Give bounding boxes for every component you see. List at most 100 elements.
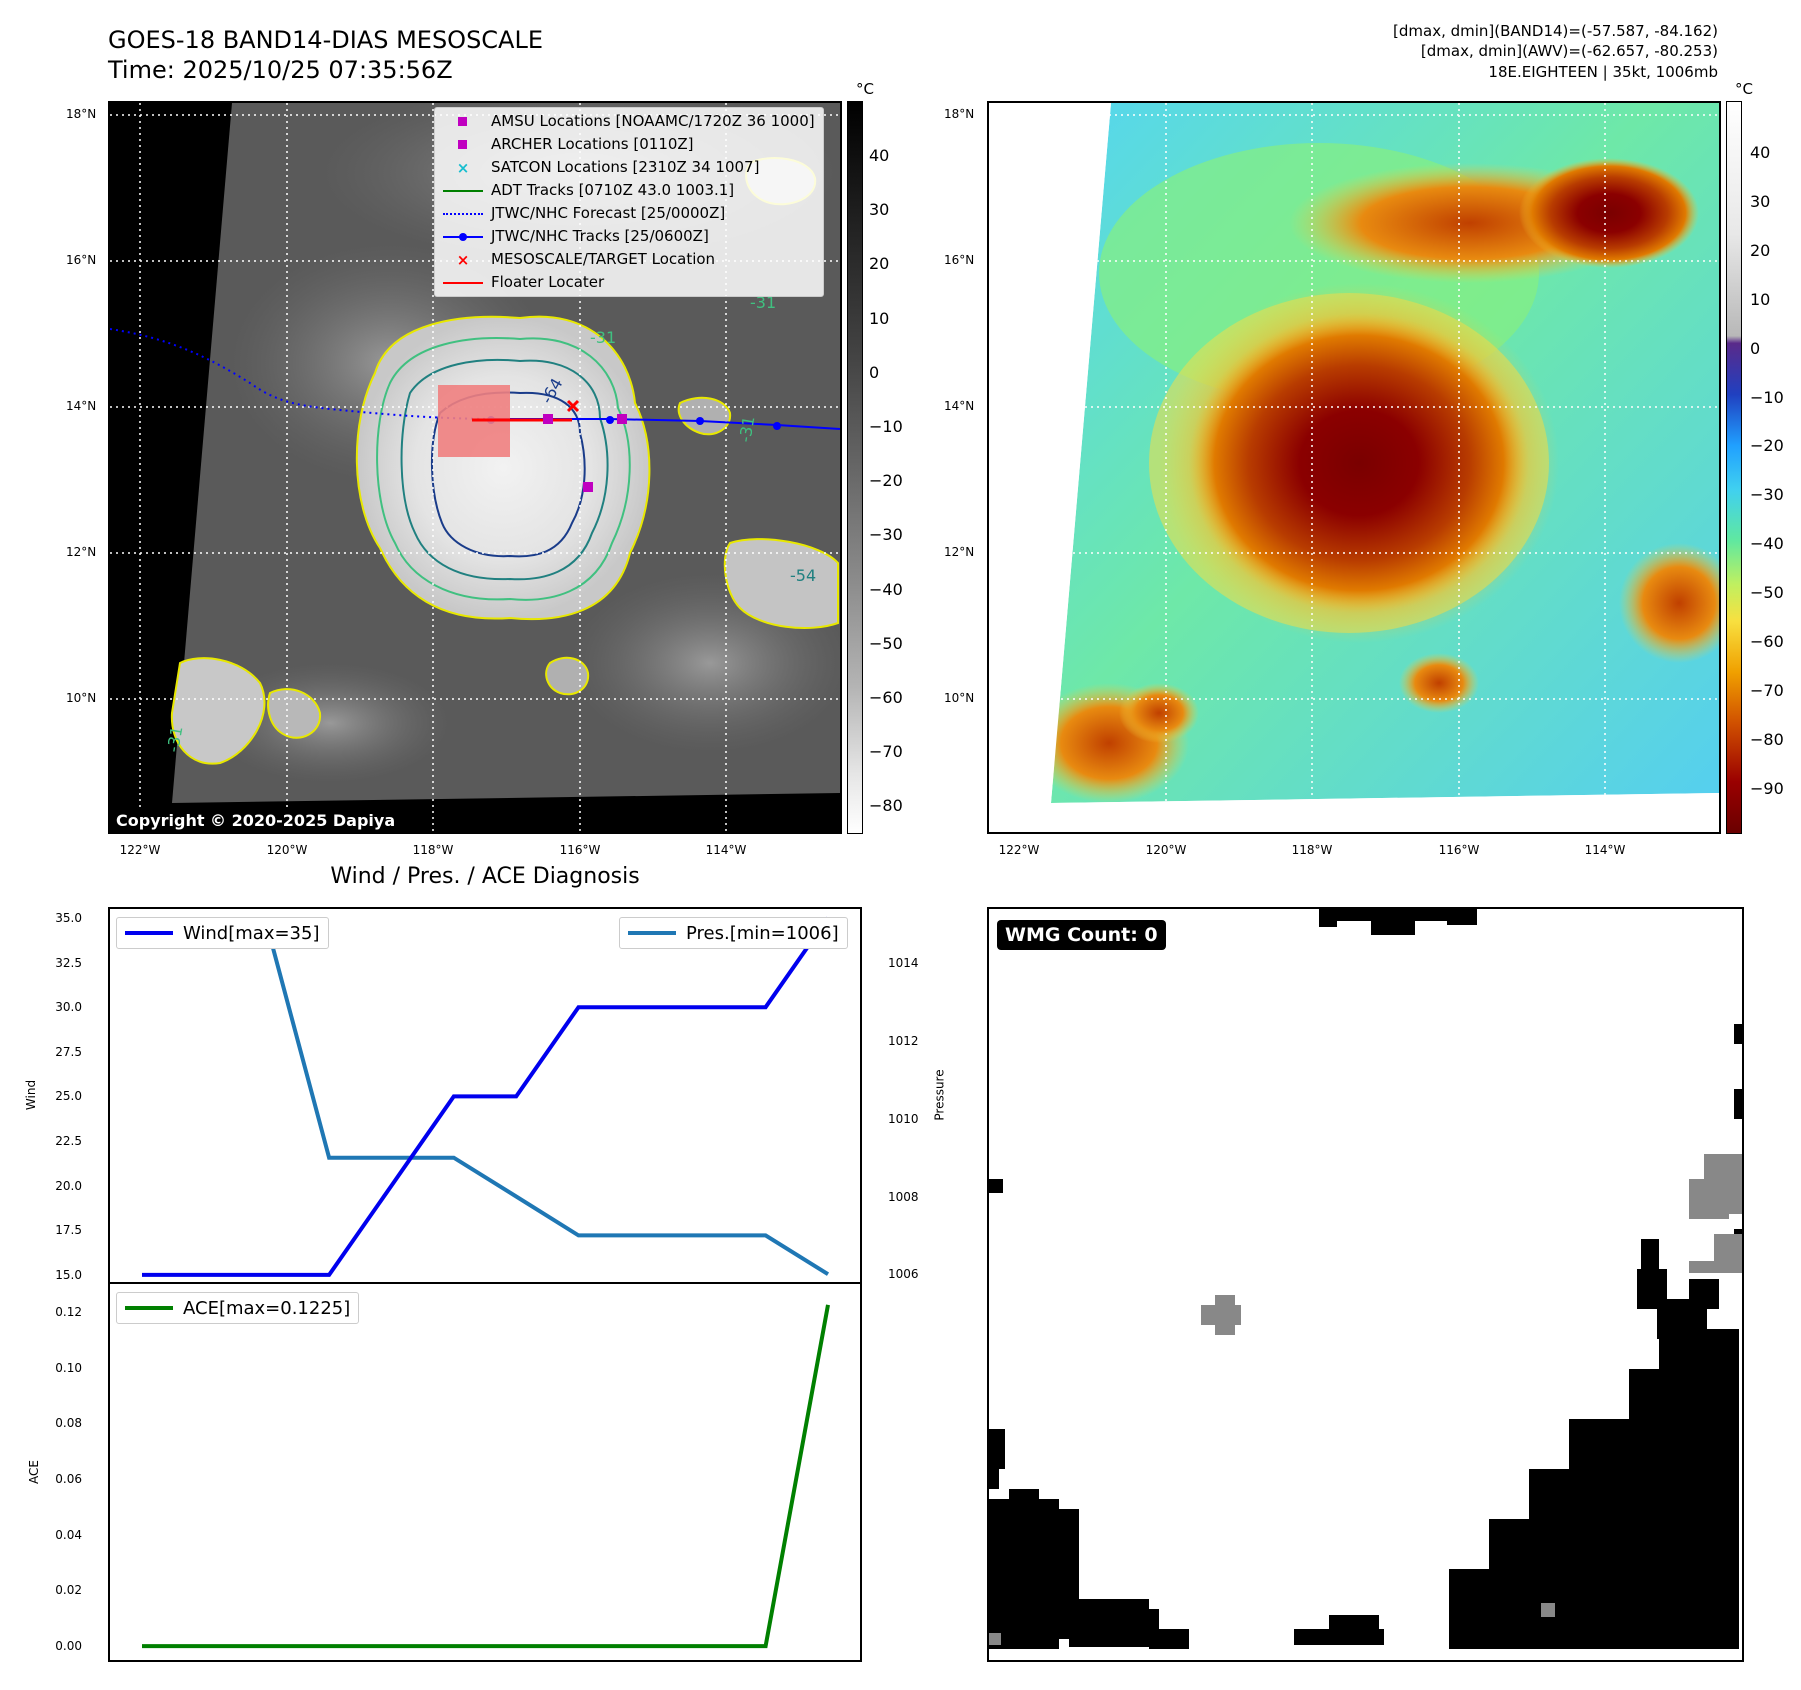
contour-label-31a: -31 [590, 328, 616, 347]
ace-legend-line-icon [125, 1306, 173, 1310]
ace-panel [108, 1282, 862, 1662]
awv-colorbar-tick-13: −90 [1750, 778, 1784, 798]
wind-tick-2: 30.0 [55, 1000, 82, 1015]
chart-title-line1: GOES-18 BAND14-DIAS MESOSCALE [108, 26, 544, 54]
ir-lon-label-114: 114°W [705, 843, 747, 857]
chart-title-line2: Time: 2025/10/25 07:35:56Z [108, 56, 453, 84]
wmg-svg [989, 909, 1742, 1660]
pres-tick-1: 1012 [888, 1034, 919, 1049]
archer-marker [543, 414, 553, 424]
ace-tick-5: 0.02 [55, 1583, 82, 1598]
wmg-panel [987, 907, 1744, 1662]
awv-lon-label-116: 116°W [1438, 843, 1480, 857]
legend-item-archer: ARCHER Locations [0110Z] [443, 133, 815, 156]
pres-legend-line-icon [628, 931, 676, 935]
ace-series-line [142, 1304, 830, 1649]
ir-colorbar-tick-7: −30 [869, 525, 903, 545]
ir-lat-label-16: 16°N [66, 253, 97, 267]
wind-tick-1: 32.5 [55, 955, 82, 970]
contour-label-31c: -31 [163, 725, 186, 754]
legend-item-forecast: JTWC/NHC Forecast [25/0000Z] [443, 202, 815, 225]
awv-lon-label-114: 114°W [1584, 843, 1626, 857]
legend-dotted-line-icon [443, 204, 483, 224]
contour-label-54: -54 [790, 566, 816, 585]
awv-colorbar-tick-8: −40 [1750, 534, 1784, 554]
awv-lat-label-16: 16°N [944, 253, 975, 267]
awv-lat-label-18: 18°N [944, 107, 975, 121]
ace-tick-4: 0.04 [55, 1527, 82, 1542]
wind-tick-4: 25.0 [55, 1089, 82, 1104]
legend-item-target: × MESOSCALE/TARGET Location [443, 248, 815, 271]
awv-colorbar-tick-12: −80 [1750, 729, 1784, 749]
wmg-gray-cells [989, 1154, 1742, 1645]
ir-colorbar-tick-0: 40 [869, 146, 890, 165]
wmg-count-badge: WMG Count: 0 [997, 920, 1166, 950]
awv-colorbar-tick-3: 10 [1750, 289, 1771, 309]
ir-lat-label-18: 18°N [66, 107, 97, 121]
amsu-marker [617, 414, 627, 424]
awv-colorbar-tick-1: 30 [1750, 191, 1771, 211]
awv-gridlines [989, 103, 1719, 832]
wind-pres-svg [141, 916, 830, 1277]
awv-colorbar-unit: °C [1735, 80, 1753, 98]
wind-tick-3: 27.5 [55, 1044, 82, 1059]
legend-item-adt: ADT Tracks [0710Z 43.0 1003.1] [443, 179, 815, 202]
amsu-marker-2 [583, 482, 593, 492]
awv-colorbar-tick-5: −10 [1750, 387, 1784, 407]
wind-legend: Wind[max=35] [116, 917, 329, 949]
ir-lon-label-116: 116°W [559, 843, 601, 857]
ir-colorbar-tick-11: −70 [869, 742, 903, 762]
pres-tick-2: 1010 [888, 1111, 919, 1126]
ir-colorbar-tick-3: 10 [869, 308, 890, 328]
forecast-track [110, 328, 501, 420]
ir-colorbar-tick-5: −10 [869, 417, 903, 436]
ace-tick-6: 0.00 [55, 1639, 82, 1654]
awv-lon-label-122: 122°W [998, 843, 1040, 857]
legend-square-icon [443, 135, 483, 155]
awv-colorbar-tick-9: −50 [1750, 583, 1784, 603]
awv-colorbar-tick-11: −70 [1750, 680, 1784, 700]
ace-legend: ACE[max=0.1225] [116, 1292, 360, 1324]
map-legend: AMSU Locations [NOAAMC/1720Z 36 1000] AR… [434, 107, 824, 297]
ir-colorbar-tick-8: −40 [869, 579, 903, 599]
pres-tick-3: 1008 [888, 1189, 919, 1204]
awv-lat-label-12: 12°N [944, 545, 975, 559]
ir-lon-label-120: 120°W [266, 843, 308, 857]
legend-item-floater: Floater Locater [443, 271, 815, 294]
ir-colorbar-tick-1: 30 [869, 200, 890, 220]
legend-line-icon [443, 273, 483, 293]
awv-lat-label-14: 14°N [944, 399, 975, 413]
ir-colorbar-tick-10: −60 [869, 688, 903, 707]
wind-pres-panel [108, 907, 862, 1284]
legend-line-dot-icon [443, 227, 483, 247]
awv-colorbar [1726, 101, 1742, 834]
awv-colorbar-tick-10: −60 [1750, 632, 1784, 651]
legend-item-amsu: AMSU Locations [NOAAMC/1720Z 36 1000] [443, 110, 815, 133]
contour-label-31b: -31 [750, 293, 776, 312]
awv-colorbar-tick-4: 0 [1750, 338, 1761, 358]
wind-tick-8: 15.0 [55, 1267, 82, 1282]
legend-line-icon [443, 181, 483, 201]
ir-colorbar-tick-6: −20 [869, 471, 903, 491]
legend-item-satcon: × SATCON Locations [2310Z 34 1007] [443, 156, 815, 179]
ir-colorbar-tick-12: −80 [869, 796, 903, 816]
ace-tick-3: 0.06 [55, 1471, 82, 1486]
copyright-label: Copyright © 2020-2025 Dapiya [110, 809, 402, 832]
awv-colorbar-tick-2: 20 [1750, 240, 1771, 260]
ace-svg [141, 1304, 830, 1649]
ir-colorbar-tick-4: 0 [869, 362, 880, 382]
ir-colorbar-unit: °C [856, 80, 874, 98]
pres-ylabel: Pressure [932, 1069, 947, 1121]
storm-info: 18E.EIGHTEEN | 35kt, 1006mb [1488, 63, 1718, 81]
ir-lat-label-14: 14°N [66, 399, 97, 413]
pres-legend: Pres.[min=1006] [619, 917, 848, 949]
legend-x-icon: × [456, 158, 470, 177]
stats-awv: [dmax, dmin](AWV)=(-62.657, -80.253) [1420, 42, 1718, 60]
target-x-marker [566, 399, 580, 413]
wind-tick-7: 17.5 [55, 1223, 82, 1238]
wind-tick-5: 22.5 [55, 1134, 82, 1148]
wind-series-line [142, 916, 830, 1277]
awv-map-panel [987, 101, 1721, 834]
wind-tick-0: 35.0 [55, 910, 82, 925]
ir-lat-label-10: 10°N [66, 691, 97, 705]
